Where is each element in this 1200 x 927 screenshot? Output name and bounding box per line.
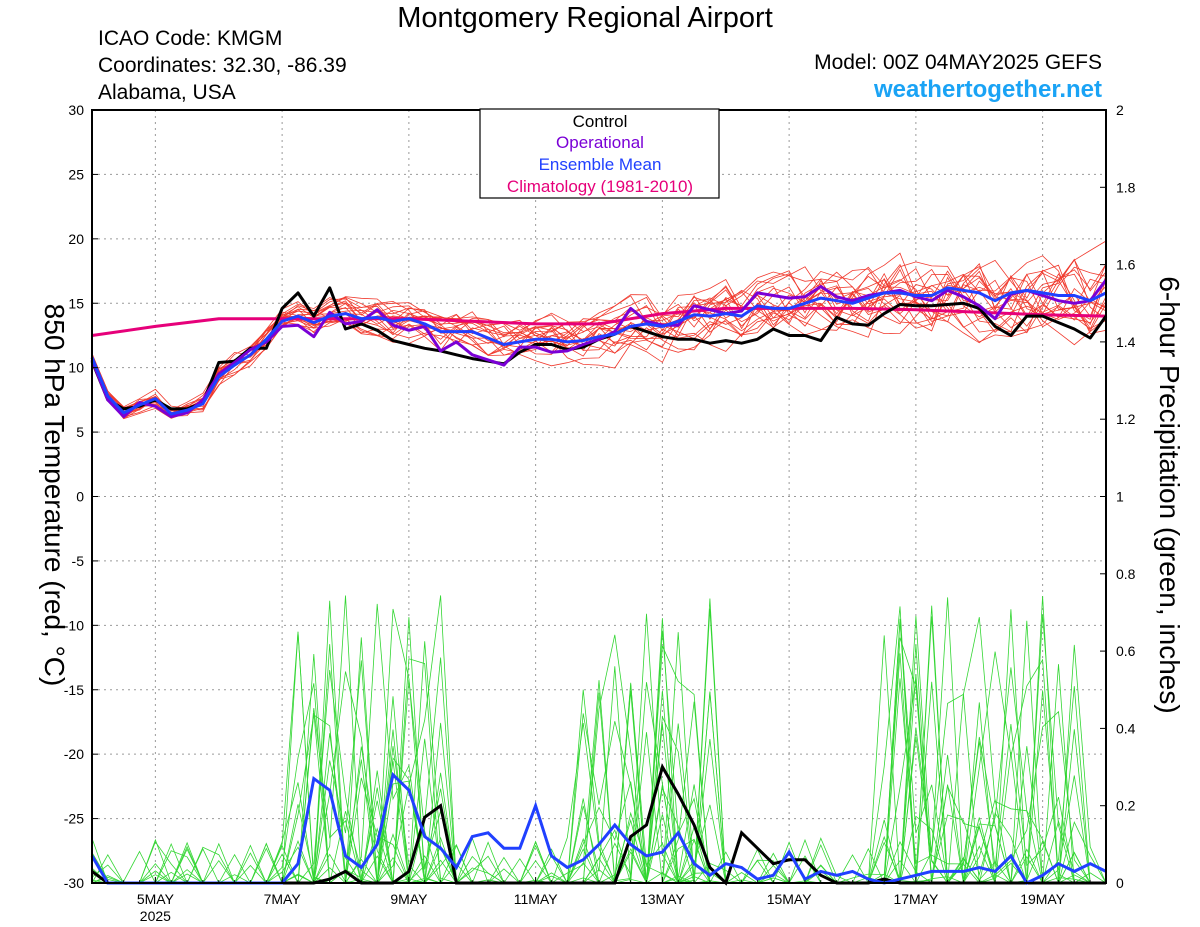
y-left-tick-label: -10	[64, 617, 84, 633]
coordinates: Coordinates: 32.30, -86.39	[98, 54, 347, 77]
temperature-member-line	[91, 278, 1107, 420]
x-tick-label: 17MAY	[893, 891, 939, 907]
y-right-axis-label: 6-hour Precipitation (green, inches)	[1154, 276, 1185, 713]
temp-climatology-1981-2010-line	[91, 306, 1107, 337]
y-left-tick-label: -30	[64, 875, 84, 891]
y-left-tick-label: -20	[64, 746, 84, 762]
temperature-member-line	[91, 273, 1107, 415]
legend-ensemble-mean: Ensemble Mean	[539, 155, 662, 174]
x-tick-label: 7MAY	[264, 891, 302, 907]
legend-operational: Operational	[556, 133, 644, 152]
temp-ensemble-mean-line	[90, 286, 1107, 416]
y-right-tick-label: 2	[1116, 102, 1124, 118]
x-tick-label: 15MAY	[767, 891, 813, 907]
y-left-tick-label: 30	[68, 102, 84, 118]
y-right-tick-label: 0.4	[1116, 720, 1136, 736]
legend-box	[479, 108, 720, 199]
site-link[interactable]: weathertogether.net	[873, 76, 1102, 103]
grid-lines	[92, 110, 1106, 883]
region: Alabama, USA	[98, 81, 236, 104]
y-right-tick-label: 0	[1116, 875, 1124, 891]
chart-title: Montgomery Regional Airport	[397, 2, 773, 34]
y-left-axis-label: 850 hPa Temperature (red, °C)	[39, 304, 70, 687]
legend-control: Control	[573, 112, 628, 131]
icao-code: ICAO Code: KMGM	[98, 27, 283, 50]
y-left-tick-label: 5	[76, 424, 84, 440]
precipitation-member-line	[91, 710, 1106, 885]
y-right-tick-label: 1.8	[1116, 179, 1136, 195]
y-right-tick-label: 1.6	[1116, 257, 1136, 273]
x-tick-label: 5MAY	[137, 891, 175, 907]
y-right-tick-label: 1.4	[1116, 334, 1136, 350]
x-tick-year: 2025	[140, 908, 171, 924]
precipitation-member-line	[92, 617, 1106, 885]
y-left-tick-label: -25	[64, 811, 84, 827]
y-right-tick-label: 1	[1116, 489, 1124, 505]
x-tick-label: 19MAY	[1020, 891, 1066, 907]
temperature-lines	[90, 279, 1108, 419]
y-right-tick-label: 0.2	[1116, 798, 1136, 814]
y-left-tick-label: 25	[68, 166, 84, 182]
temperature-member-line	[91, 275, 1107, 409]
x-tick-label: 11MAY	[514, 891, 558, 907]
y-right-tick-label: 0.8	[1116, 566, 1136, 582]
y-right-tick-label: 1.2	[1116, 411, 1136, 427]
y-left-tick-label: -15	[64, 682, 84, 698]
temperature-member-line	[91, 277, 1107, 413]
y-left-tick-label: -5	[72, 553, 85, 569]
y-left-tick-label: 10	[68, 360, 84, 376]
temp-control-line	[90, 286, 1108, 411]
temp-operational-line	[90, 279, 1108, 419]
x-tick-label: 13MAY	[640, 891, 686, 907]
legend: Control Operational Ensemble Mean Climat…	[479, 108, 720, 199]
y-left-tick-label: 0	[76, 489, 84, 505]
temperature-member-line	[91, 272, 1107, 415]
plot-frame	[91, 109, 1107, 884]
y-left-tick-label: 15	[68, 295, 84, 311]
y-right-tick-label: 0.6	[1116, 643, 1136, 659]
legend-climatology: Climatology (1981-2010)	[507, 177, 693, 196]
axes: 302520151050-5-10-15-20-25-3021.81.61.41…	[64, 102, 1136, 924]
model-run: Model: 00Z 04MAY2025 GEFS	[814, 51, 1102, 74]
y-left-tick-label: 20	[68, 231, 84, 247]
temperature-member-line	[91, 267, 1107, 416]
temperature-member-line	[91, 252, 1107, 418]
x-tick-label: 9MAY	[390, 891, 428, 907]
